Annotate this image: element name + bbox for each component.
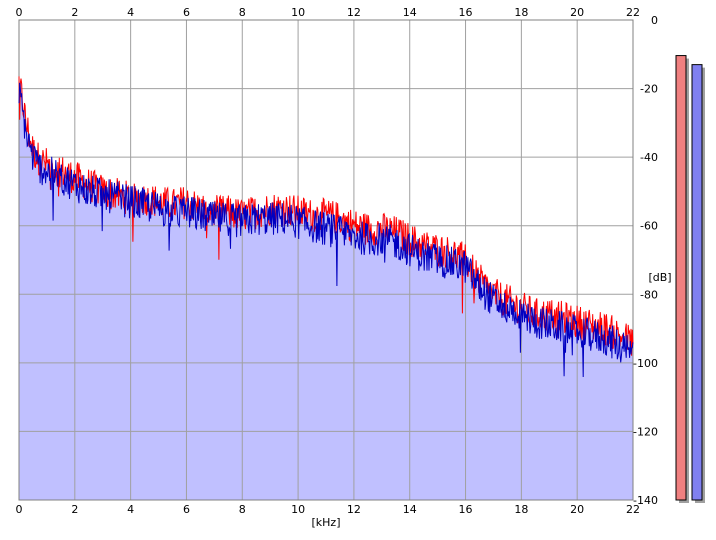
x-tick-label: 4 (127, 6, 134, 19)
x-tick-label: 18 (514, 503, 528, 516)
x-tick-label: 10 (291, 503, 305, 516)
x-tick-label: 18 (514, 6, 528, 19)
x-tick-label: 22 (626, 6, 640, 19)
x-tick-label: 8 (239, 503, 246, 516)
y-tick-label: -120 (633, 425, 658, 438)
x-tick-label: 6 (183, 6, 190, 19)
x-tick-label: 12 (347, 503, 361, 516)
meter-bar-1 (675, 55, 687, 501)
x-tick-label: 0 (16, 6, 23, 19)
x-tick-label: 20 (570, 503, 584, 516)
y-tick-label: -140 (633, 494, 658, 507)
x-tick-label: 10 (291, 6, 305, 19)
x-tick-label: 16 (459, 6, 473, 19)
plot-border (18, 19, 634, 501)
y-axis-right-ticks: 0 -20 -40 -60 -80 -100 -120 -140 (633, 14, 658, 507)
y-tick-label: -20 (640, 83, 658, 96)
x-axis-label: [kHz] (312, 516, 341, 529)
x-axis-bottom-ticks: 0 2 4 6 8 10 12 14 16 18 20 22 (16, 503, 641, 516)
y-axis-label: [dB] (648, 271, 671, 284)
spectrum-area (19, 76, 633, 501)
x-tick-label: 14 (403, 503, 417, 516)
x-tick-label: 12 (347, 6, 361, 19)
x-tick-label: 2 (71, 6, 78, 19)
x-tick-label: 4 (127, 503, 134, 516)
series-line-2 (18, 82, 634, 378)
level-meters (675, 55, 705, 503)
x-tick-label: 22 (626, 503, 640, 516)
x-tick-label: 8 (239, 6, 246, 19)
grid-lines (18, 19, 634, 501)
x-tick-label: 16 (459, 503, 473, 516)
y-tick-label: -100 (633, 357, 658, 370)
x-tick-label: 14 (403, 6, 417, 19)
y-tick-label: -80 (640, 288, 658, 301)
y-tick-label: -40 (640, 151, 658, 164)
x-tick-label: 0 (16, 503, 23, 516)
x-tick-label: 6 (183, 503, 190, 516)
y-tick-label: 0 (651, 14, 658, 27)
y-tick-label: -60 (640, 220, 658, 233)
x-axis-top-ticks: 0 2 4 6 8 10 12 14 16 18 20 22 (16, 6, 641, 19)
meter-bar-2 (691, 64, 703, 501)
spectrum-fill (19, 76, 633, 501)
x-tick-label: 20 (570, 6, 584, 19)
x-tick-label: 2 (71, 503, 78, 516)
series-lines (18, 76, 634, 378)
